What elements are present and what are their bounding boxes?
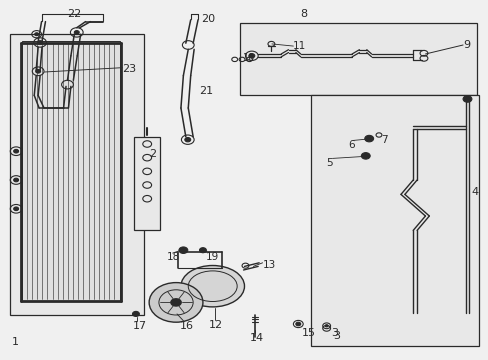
- Circle shape: [199, 248, 206, 253]
- Circle shape: [14, 178, 19, 182]
- Circle shape: [38, 41, 42, 44]
- Circle shape: [179, 247, 187, 253]
- Bar: [22, 41, 120, 301]
- Text: 12: 12: [208, 320, 223, 330]
- Circle shape: [14, 207, 19, 211]
- Circle shape: [248, 54, 254, 58]
- Text: 4: 4: [471, 187, 478, 197]
- Text: 1: 1: [12, 337, 19, 347]
- Text: 15: 15: [302, 328, 316, 338]
- Text: 3: 3: [333, 331, 340, 341]
- Text: 16: 16: [179, 321, 193, 332]
- Text: 2: 2: [149, 149, 156, 159]
- Text: 8: 8: [300, 9, 307, 19]
- Text: 23: 23: [122, 64, 136, 74]
- Text: 17: 17: [133, 321, 147, 332]
- Circle shape: [364, 135, 373, 142]
- Text: 18: 18: [167, 252, 180, 262]
- Circle shape: [361, 153, 369, 159]
- Circle shape: [14, 149, 19, 153]
- Circle shape: [325, 325, 327, 327]
- Text: 14: 14: [249, 333, 263, 343]
- Text: 21: 21: [199, 86, 213, 96]
- Circle shape: [132, 311, 139, 316]
- Text: 22: 22: [67, 9, 81, 19]
- Text: 20: 20: [201, 14, 215, 24]
- Ellipse shape: [181, 265, 244, 307]
- Circle shape: [295, 322, 300, 326]
- Text: 10: 10: [243, 53, 255, 63]
- Text: 9: 9: [463, 40, 470, 50]
- Circle shape: [35, 33, 39, 36]
- Text: 19: 19: [205, 252, 218, 262]
- Text: 13: 13: [262, 260, 275, 270]
- Circle shape: [36, 69, 41, 73]
- Bar: [134, 137, 160, 230]
- Text: 3: 3: [331, 328, 338, 338]
- Bar: [310, 95, 478, 346]
- Text: 6: 6: [347, 140, 354, 150]
- Circle shape: [462, 96, 471, 102]
- Bar: [239, 23, 476, 95]
- Text: 11: 11: [292, 41, 305, 51]
- Text: 7: 7: [381, 135, 387, 145]
- Bar: [10, 34, 144, 315]
- Text: 5: 5: [326, 158, 333, 168]
- Circle shape: [149, 283, 203, 322]
- Circle shape: [74, 31, 79, 34]
- Circle shape: [170, 298, 182, 307]
- Circle shape: [184, 138, 190, 142]
